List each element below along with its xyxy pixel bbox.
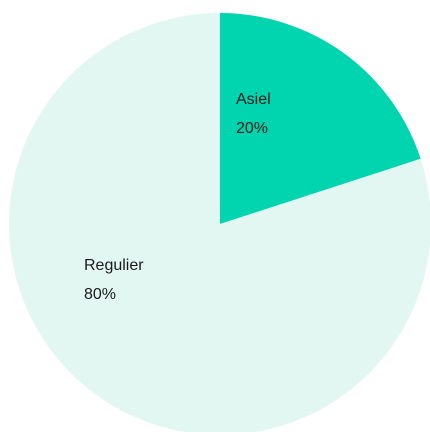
labels-layer: Asiel 20% Regulier 80% [84, 91, 271, 303]
slice-label-asiel-name: Asiel [236, 91, 271, 108]
pie-slice-asiel [220, 13, 421, 224]
slice-label-asiel-value: 20% [236, 120, 268, 137]
slices-layer [9, 13, 430, 432]
pie-slice-regulier [9, 13, 430, 432]
slice-label-regulier-name: Regulier [84, 257, 144, 274]
slice-label-regulier-value: 80% [84, 286, 116, 303]
